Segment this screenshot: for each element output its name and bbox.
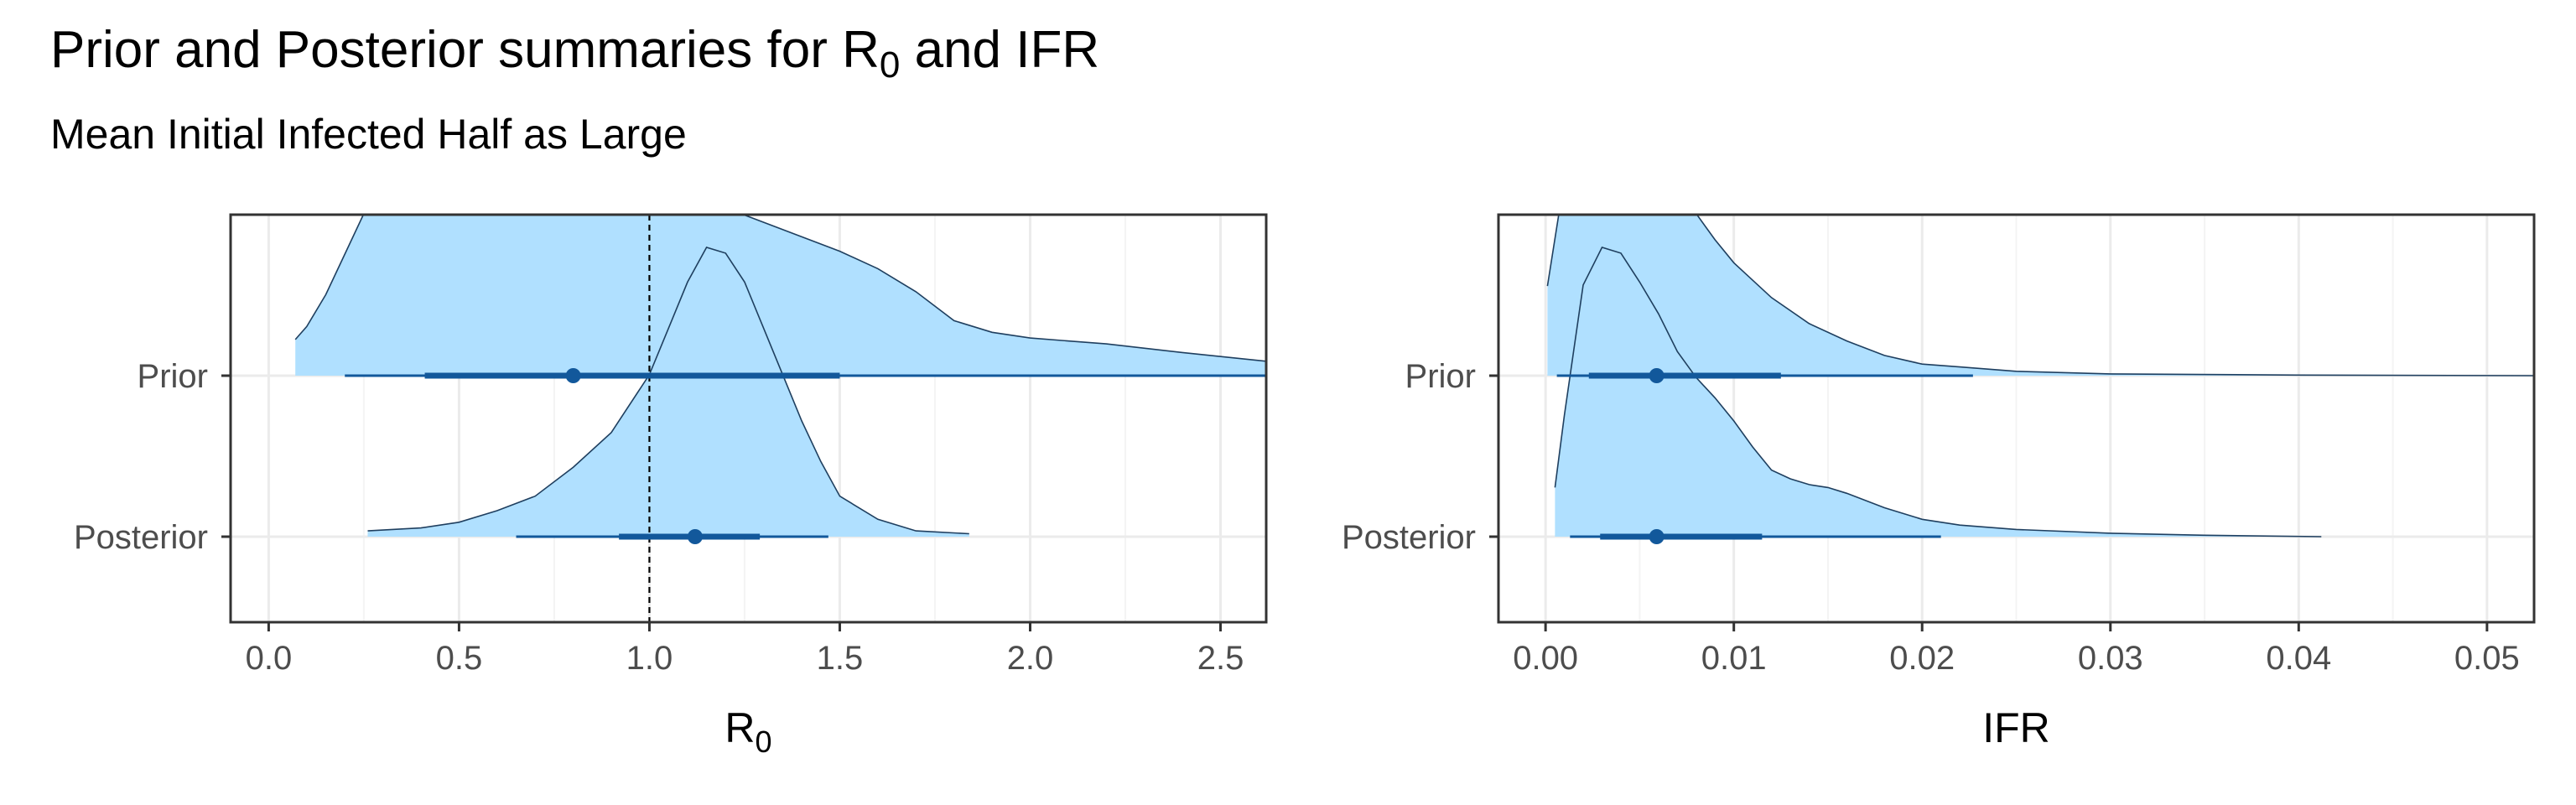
panel1-x-tick-label: 1.5 — [817, 640, 864, 677]
panel1-x-tick-label: 2.5 — [1197, 640, 1244, 677]
panel1-x-axis-label-main: R — [724, 704, 755, 751]
panel2-x-axis-label-main: IFR — [1982, 704, 2050, 751]
panel1-point-posterior — [687, 529, 703, 544]
panel1-x-tick-label: 2.0 — [1007, 640, 1054, 677]
panel2-density-outline-prior — [1546, 215, 2534, 377]
panel2-point-prior — [1649, 368, 1665, 383]
panel2-x-tick-label: 0.05 — [2454, 640, 2520, 677]
panel1: Prior Posterior 0.0 0.5 1.0 1.5 2.0 2.5 R0 — [74, 213, 1268, 759]
panel1-x-tick-label: 1.0 — [626, 640, 673, 677]
panel2-density-prior — [1547, 215, 2534, 376]
panel2-x-axis-label: IFR — [1982, 704, 2050, 751]
title-suffix: and IFR — [900, 21, 1100, 79]
panel2-border — [1497, 213, 2536, 624]
chart-title: Prior and Posterior summaries for R0 and… — [50, 18, 1099, 97]
panel1-x-axis-label: R0 — [724, 704, 771, 759]
panel1-x-tick-label: 0.5 — [436, 640, 483, 677]
panel1-x-axis-label-sub: 0 — [756, 724, 772, 759]
panel1-density-outline-prior — [294, 215, 1266, 362]
panel1-density-posterior — [367, 247, 969, 537]
panel1-border — [229, 213, 1268, 624]
chart-subtitle: Mean Initial Infected Half as Large — [50, 111, 687, 158]
panel1-category-label: Prior — [138, 358, 208, 395]
panel2-category-label: Prior — [1405, 358, 1476, 395]
title-subscript: 0 — [879, 44, 901, 86]
panel2-point-posterior — [1649, 529, 1665, 544]
panel1-x-tick-label: 0.0 — [246, 640, 293, 677]
panel2-x-tick-label: 0.02 — [1889, 640, 1955, 677]
panel2-x-tick-label: 0.03 — [2078, 640, 2143, 677]
panel2-x-tick-label: 0.01 — [1701, 640, 1767, 677]
panel2-category-label: Posterior — [1342, 519, 1476, 556]
panel2: Prior Posterior 0.00 0.01 0.02 0.03 0.04 0.05 IF… — [1342, 213, 2536, 751]
panel1-density-outline-posterior — [367, 247, 969, 535]
panel2-density-outline-posterior — [1554, 247, 2322, 538]
panel1-marks — [294, 215, 1266, 622]
panel1-point-prior — [565, 368, 581, 383]
panel1-category-label: Posterior — [74, 519, 208, 556]
panel2-marks — [1546, 215, 2534, 544]
panel1-density-prior — [295, 215, 1266, 376]
panel2-density-posterior — [1555, 247, 2322, 537]
title-prefix: Prior and Posterior summaries for R — [50, 21, 880, 79]
panel2-x-tick-label: 0.00 — [1513, 640, 1578, 677]
panel2-x-tick-label: 0.04 — [2266, 640, 2331, 677]
